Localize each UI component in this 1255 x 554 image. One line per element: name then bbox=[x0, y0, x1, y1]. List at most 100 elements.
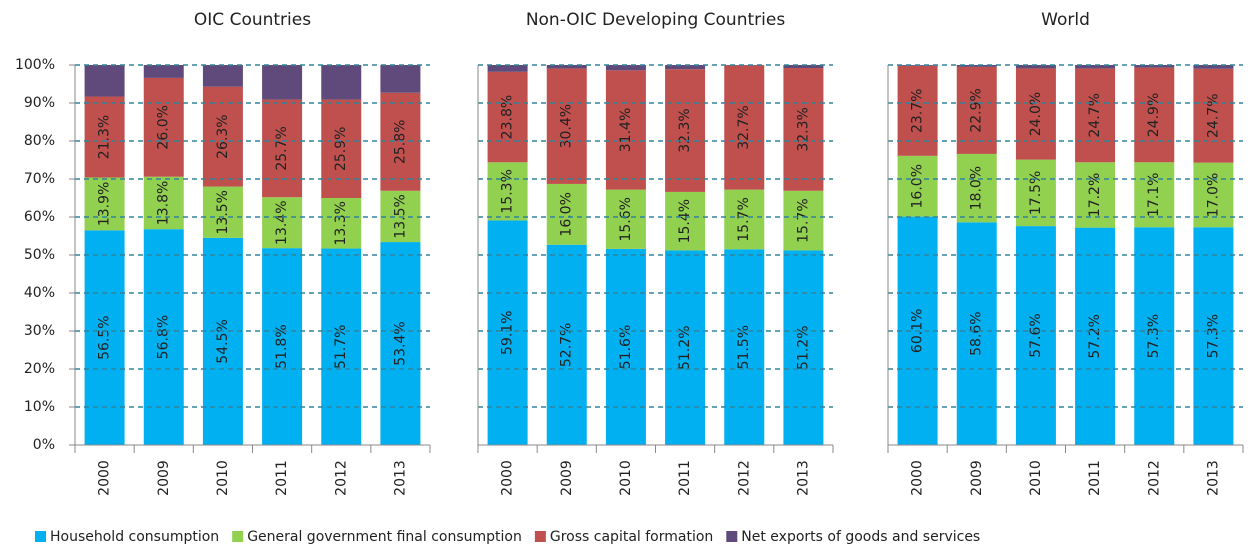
bar-segment bbox=[321, 99, 362, 198]
bar-segment bbox=[665, 65, 706, 70]
chart-title: Non-OIC Developing Countries bbox=[526, 10, 786, 30]
data-label: 52.7% bbox=[559, 323, 575, 367]
data-label: 23.8% bbox=[500, 95, 516, 139]
data-label: 32.3% bbox=[677, 108, 693, 152]
bar-segment bbox=[262, 65, 303, 100]
legend-label: Household consumption bbox=[50, 529, 219, 545]
y-tick-label: 100% bbox=[15, 57, 55, 73]
x-tick-label: 2013 bbox=[1205, 460, 1221, 496]
x-tick-label: 2010 bbox=[1028, 460, 1044, 496]
data-label: 13.3% bbox=[333, 201, 349, 245]
x-tick-label: 2011 bbox=[1087, 460, 1103, 496]
bar-segment bbox=[321, 248, 362, 445]
data-label: 58.6% bbox=[969, 311, 985, 355]
data-label: 24.7% bbox=[1205, 93, 1221, 137]
bar-segment bbox=[1075, 65, 1116, 69]
data-label: 32.7% bbox=[736, 105, 752, 149]
bar-segment bbox=[84, 96, 125, 178]
data-label: 56.8% bbox=[156, 315, 172, 359]
legend-label: Gross capital formation bbox=[550, 529, 713, 545]
bar-segment bbox=[956, 153, 997, 223]
bar-segment bbox=[783, 190, 824, 251]
data-label: 22.9% bbox=[969, 88, 985, 132]
bar-segment bbox=[262, 197, 303, 249]
bar-segment bbox=[1134, 65, 1175, 68]
chart-title: OIC Countries bbox=[194, 10, 311, 30]
data-label: 30.4% bbox=[559, 104, 575, 148]
data-label: 15.4% bbox=[677, 199, 693, 243]
data-label: 24.9% bbox=[1146, 93, 1162, 137]
bar-segment bbox=[783, 68, 824, 191]
data-label: 17.1% bbox=[1146, 173, 1162, 217]
chart-title: World bbox=[1041, 10, 1090, 30]
y-tick-label: 90% bbox=[24, 95, 55, 111]
x-tick-label: 2009 bbox=[559, 460, 575, 496]
bar-segment bbox=[380, 92, 421, 191]
bar-segment bbox=[605, 189, 646, 249]
legend-swatch bbox=[35, 531, 46, 542]
data-label: 32.3% bbox=[795, 107, 811, 151]
data-label: 15.6% bbox=[618, 197, 634, 241]
data-label: 51.7% bbox=[333, 325, 349, 369]
legend-swatch bbox=[534, 531, 546, 542]
bar-segment bbox=[487, 65, 528, 72]
y-tick-label: 70% bbox=[24, 171, 55, 187]
bar-segment bbox=[143, 77, 184, 177]
data-label: 13.5% bbox=[215, 190, 231, 234]
x-tick-label: 2013 bbox=[795, 460, 811, 496]
data-label: 24.7% bbox=[1087, 93, 1103, 137]
bar-segment bbox=[1134, 67, 1175, 163]
legend-label: Net exports of goods and services bbox=[741, 529, 980, 545]
bar-segment bbox=[1015, 68, 1056, 160]
bar-segment bbox=[321, 65, 362, 100]
data-label: 25.8% bbox=[392, 120, 408, 164]
bar-segment bbox=[897, 155, 938, 217]
data-label: 51.2% bbox=[795, 325, 811, 369]
bar-segment bbox=[783, 250, 824, 445]
x-tick-label: 2012 bbox=[736, 460, 752, 496]
data-label: 15.7% bbox=[736, 197, 752, 241]
bar-segment bbox=[956, 66, 997, 154]
data-label: 17.2% bbox=[1087, 173, 1103, 217]
bar-segment bbox=[546, 68, 587, 184]
bar-segment bbox=[380, 65, 421, 93]
y-tick-label: 40% bbox=[24, 285, 55, 301]
data-label: 51.8% bbox=[274, 324, 290, 368]
data-label: 15.7% bbox=[795, 198, 811, 242]
bar-segment bbox=[1015, 65, 1056, 69]
data-label: 57.2% bbox=[1087, 314, 1103, 358]
bar-segment bbox=[1075, 68, 1116, 163]
y-tick-label: 60% bbox=[24, 209, 55, 225]
data-label: 25.9% bbox=[333, 127, 349, 171]
x-tick-label: 2009 bbox=[156, 460, 172, 496]
y-tick-label: 0% bbox=[33, 437, 55, 453]
bar-segment bbox=[84, 177, 125, 231]
x-tick-label: 2013 bbox=[392, 460, 408, 496]
bar-segment bbox=[1015, 159, 1056, 227]
bar-segment bbox=[143, 65, 184, 78]
x-tick-label: 2000 bbox=[500, 460, 516, 496]
bar-segment bbox=[1193, 227, 1234, 445]
bar-segment bbox=[605, 70, 646, 190]
x-tick-label: 2010 bbox=[215, 460, 231, 496]
data-label: 53.4% bbox=[392, 321, 408, 365]
bar-segment bbox=[202, 237, 243, 445]
data-label: 59.1% bbox=[500, 310, 516, 354]
bar-segment bbox=[665, 250, 706, 445]
bar-segment bbox=[546, 244, 587, 445]
x-tick-label: 2012 bbox=[333, 460, 349, 496]
data-label: 17.5% bbox=[1028, 171, 1044, 215]
bar-segment bbox=[143, 176, 184, 230]
data-label: 51.2% bbox=[677, 325, 693, 369]
x-tick-label: 2011 bbox=[274, 460, 290, 496]
y-tick-label: 20% bbox=[24, 361, 55, 377]
bar-segment bbox=[262, 99, 303, 198]
data-label: 24.0% bbox=[1028, 92, 1044, 136]
bar-segment bbox=[84, 65, 125, 97]
bar-segment bbox=[143, 229, 184, 445]
y-tick-label: 10% bbox=[24, 399, 55, 415]
data-label: 26.0% bbox=[156, 105, 172, 149]
data-label: 15.3% bbox=[500, 169, 516, 213]
data-label: 13.9% bbox=[97, 182, 113, 226]
